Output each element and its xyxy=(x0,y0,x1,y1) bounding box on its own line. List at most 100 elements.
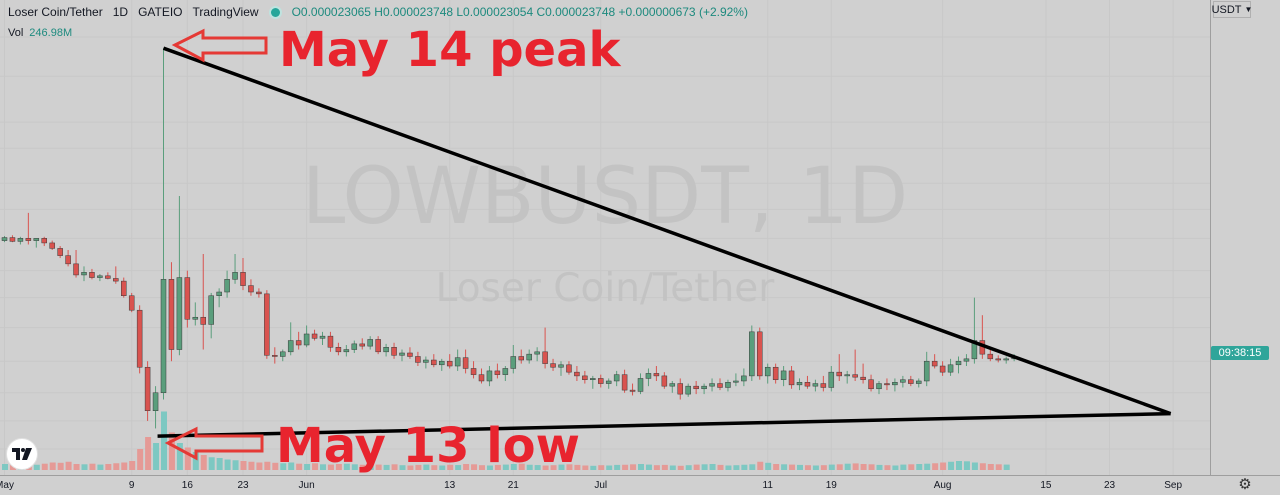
candle-body xyxy=(144,366,151,411)
volume-bar xyxy=(653,465,660,470)
trendlines[interactable] xyxy=(157,46,1172,438)
exchange-label: GATEIO xyxy=(138,5,183,19)
candle-body xyxy=(57,248,63,256)
x-tick-label: 16 xyxy=(182,480,194,491)
volume-bar xyxy=(566,464,573,470)
volume-bar xyxy=(121,462,128,470)
candle-body xyxy=(542,351,548,364)
volume-bar xyxy=(582,465,589,470)
volume-bar xyxy=(256,462,263,470)
interval-label[interactable]: 1D xyxy=(112,5,129,19)
candle-body xyxy=(486,370,493,382)
candle-body xyxy=(335,347,342,353)
candle-body xyxy=(693,385,699,390)
volume-bar xyxy=(757,461,764,470)
candle-body xyxy=(780,370,787,380)
candle-body xyxy=(136,309,143,368)
candle-body xyxy=(160,279,167,394)
candle-body xyxy=(97,275,103,278)
candle-body xyxy=(303,333,310,346)
candle-body xyxy=(280,351,286,357)
candle-body xyxy=(502,368,509,375)
volume-bar xyxy=(606,465,613,470)
volume-bar xyxy=(232,460,239,470)
volume-bar xyxy=(789,464,796,470)
candle-body xyxy=(351,343,358,350)
low-arrow xyxy=(164,426,264,461)
candle-body xyxy=(828,371,835,388)
candle-body xyxy=(287,340,294,353)
candle-body xyxy=(844,374,850,377)
candle-body xyxy=(65,255,71,265)
volume-bar xyxy=(41,463,48,470)
volume-bar xyxy=(638,464,644,470)
chart-legend: Loser Coin/Tether 1D GATEIO TradingView … xyxy=(8,5,748,19)
volume-bar xyxy=(216,458,223,470)
volume-bar xyxy=(598,465,605,470)
market-status-icon[interactable] xyxy=(270,7,280,17)
candle-body xyxy=(931,360,938,367)
volume-bar xyxy=(979,463,986,470)
volume-bar xyxy=(97,464,104,470)
volume-bar xyxy=(463,464,470,470)
volume-bar xyxy=(455,465,462,470)
candle-body xyxy=(415,356,421,363)
candle-body xyxy=(343,349,350,353)
volume-bar xyxy=(542,465,549,470)
volume-bar xyxy=(717,464,724,470)
candle-body xyxy=(105,275,111,279)
candle-body xyxy=(256,291,262,295)
volume-bar xyxy=(614,464,621,470)
candle-body xyxy=(677,383,683,395)
candle-body xyxy=(685,385,691,395)
volume-bar xyxy=(375,464,382,470)
candle-body xyxy=(184,277,191,320)
candle-body xyxy=(33,238,40,241)
volume-bar xyxy=(264,461,271,470)
x-tick-label: 11 xyxy=(763,480,774,491)
tradingview-logo-icon[interactable] xyxy=(6,438,38,470)
candle-body xyxy=(73,263,79,276)
candle-body xyxy=(49,242,55,249)
volume-bar xyxy=(73,464,80,470)
volume-bar xyxy=(852,463,859,470)
candle-body xyxy=(550,363,556,368)
candle-body xyxy=(25,238,32,241)
candle-body xyxy=(566,364,572,373)
watermark-ticker: LOWBUSDT, 1D xyxy=(302,152,908,242)
volume-bar xyxy=(486,465,493,470)
volume-bar xyxy=(65,461,72,470)
volume-bar xyxy=(248,461,255,470)
candle-body xyxy=(224,279,230,293)
gear-icon[interactable]: ⚙ xyxy=(1238,476,1252,493)
volume-bar xyxy=(367,464,374,470)
x-axis-labels: May 9 16 23 Jun 13 21 Jul 11 19 Aug 15 23 Sep xyxy=(0,480,1182,491)
candle-body xyxy=(963,358,970,362)
volume-bar xyxy=(2,464,8,470)
candle-body xyxy=(41,238,47,244)
currency-button[interactable]: USDT ▼ xyxy=(1212,1,1252,18)
x-tick-label: 23 xyxy=(237,480,249,491)
volume-bar xyxy=(502,464,509,470)
ohlc-values: O0.000023065 H0.000023748 L0.000023054 C… xyxy=(291,5,748,19)
volume-bar xyxy=(590,465,597,470)
volume-bar xyxy=(288,462,295,470)
volume-bar xyxy=(113,463,120,470)
volume-bar xyxy=(971,462,978,470)
symbol-name[interactable]: Loser Coin/Tether xyxy=(8,5,103,19)
candle-body xyxy=(208,295,214,325)
candle-body xyxy=(510,356,517,369)
volume-bar xyxy=(145,437,152,470)
candle-body xyxy=(399,352,405,356)
source-label: TradingView xyxy=(192,5,259,19)
price-axis[interactable] xyxy=(1210,0,1280,475)
volume-bar xyxy=(804,465,811,470)
x-tick-label: 9 xyxy=(129,480,135,491)
volume-bar xyxy=(280,463,287,470)
volume-bar xyxy=(773,464,780,470)
time-axis[interactable] xyxy=(0,475,1280,495)
candle-body xyxy=(812,383,819,387)
candle-body xyxy=(613,374,620,382)
volume-bar xyxy=(876,464,883,470)
